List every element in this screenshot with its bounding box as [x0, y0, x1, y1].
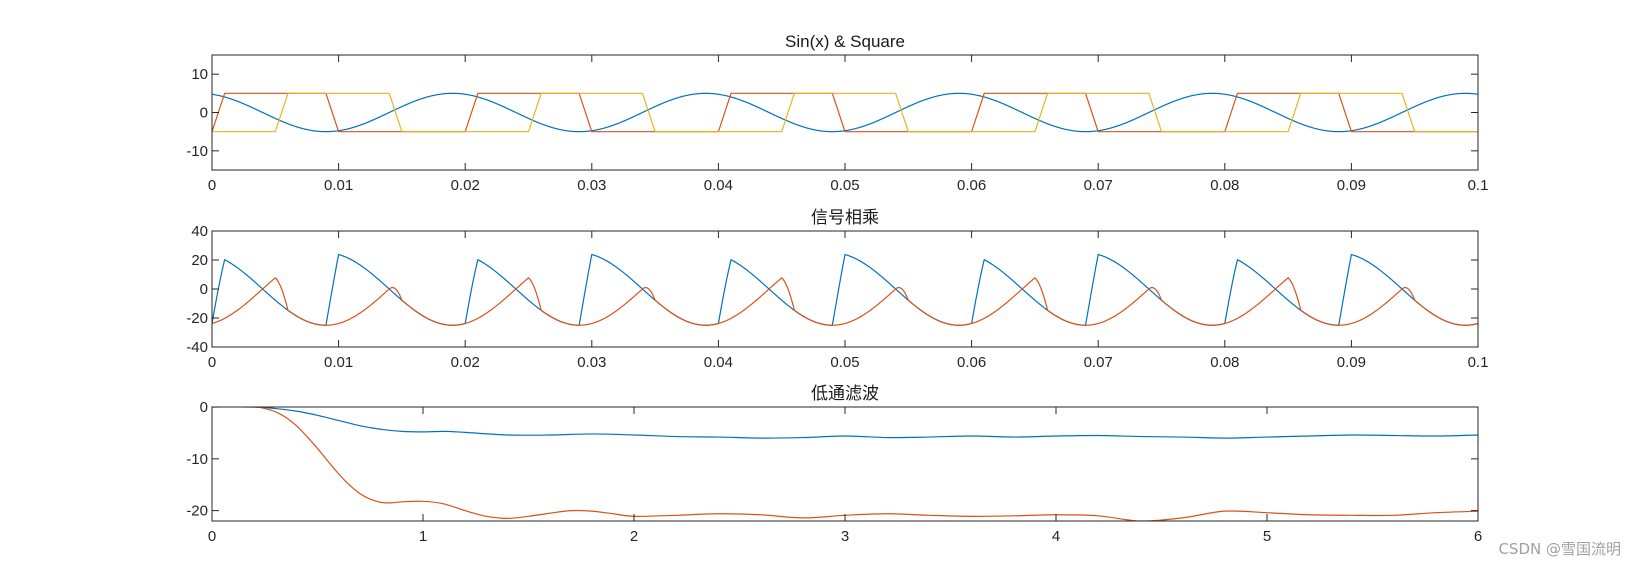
x-tick-label: 0.08: [1210, 354, 1239, 371]
x-tick-label: 3: [841, 528, 849, 545]
x-tick-label: 0: [208, 354, 216, 371]
x-tick-label: 0.1: [1468, 177, 1489, 194]
x-tick-label: 2: [630, 528, 638, 545]
x-tick-label: 0.04: [704, 177, 733, 194]
chart-title-top: Sin(x) & Square: [785, 32, 905, 51]
series-line-middle-blue: [212, 253, 1478, 326]
chart-title-middle: 信号相乘: [811, 208, 879, 227]
x-tick-label: 1: [419, 528, 427, 545]
x-tick-label: 0.02: [451, 354, 480, 371]
y-tick-label: -10: [186, 143, 208, 160]
x-tick-label: 0.07: [1084, 354, 1113, 371]
y-tick-label: 0: [200, 399, 208, 416]
series-line-middle-orange: [212, 277, 1478, 326]
x-tick-label: 0.05: [830, 177, 859, 194]
x-tick-label: 0.1: [1468, 354, 1489, 371]
series-line-bottom-orange: [212, 407, 1478, 521]
x-tick-label: 4: [1052, 528, 1060, 545]
series-line-bottom-blue: [212, 407, 1478, 439]
y-tick-label: -40: [186, 339, 208, 356]
chart-top: 0 0.01 0.02 0.03 0.04 0.05 0.06 0.07 0.08 0.09 0.1…: [186, 32, 1488, 194]
x-tick-label: 0.06: [957, 354, 986, 371]
watermark: CSDN @雪国流明: [1498, 540, 1621, 558]
x-tick-label: 0.09: [1337, 354, 1366, 371]
series-line-top-yellow: [212, 92, 1478, 133]
y-tick-label: -10: [186, 451, 208, 468]
x-tick-label: 0.09: [1337, 177, 1366, 194]
y-tick-label: 0: [200, 281, 208, 298]
axes-box-bottom: [211, 406, 1479, 522]
y-tick-label: 0: [200, 105, 208, 122]
x-tick-label: 0.03: [577, 177, 606, 194]
x-tick-label: 5: [1263, 528, 1271, 545]
series-line-top-orange: [212, 92, 1478, 133]
x-tick-label: 0.08: [1210, 177, 1239, 194]
y-tick-label: -20: [186, 503, 208, 520]
chart-title-bottom: 低通滤波: [811, 384, 879, 403]
y-tick-label: 20: [191, 252, 208, 269]
x-tick-label: 6: [1474, 528, 1482, 545]
y-tick-label: 10: [191, 66, 208, 83]
y-tick-label: 40: [191, 223, 208, 240]
x-tick-label: 0.02: [451, 177, 480, 194]
chart-bottom: 0 1 2 3 4 5 6 0 -10 -20 低通滤波: [186, 384, 1482, 545]
x-tick-label: 0: [208, 177, 216, 194]
x-tick-label: 0.01: [324, 177, 353, 194]
x-tick-label: 0.01: [324, 354, 353, 371]
axes-box-top: [211, 54, 1479, 171]
x-tick-label: 0.06: [957, 177, 986, 194]
y-tick-label: -20: [186, 310, 208, 327]
chart-middle: 0 0.01 0.02 0.03 0.04 0.05 0.06 0.07 0.08 0.09 0.1…: [186, 208, 1488, 371]
x-tick-label: 0.04: [704, 354, 733, 371]
axes-box-middle: [211, 230, 1479, 348]
x-tick-label: 0.03: [577, 354, 606, 371]
x-tick-label: 0.05: [830, 354, 859, 371]
x-tick-label: 0.07: [1084, 177, 1113, 194]
series-line-top-blue: [212, 92, 1478, 133]
x-tick-label: 0: [208, 528, 216, 545]
